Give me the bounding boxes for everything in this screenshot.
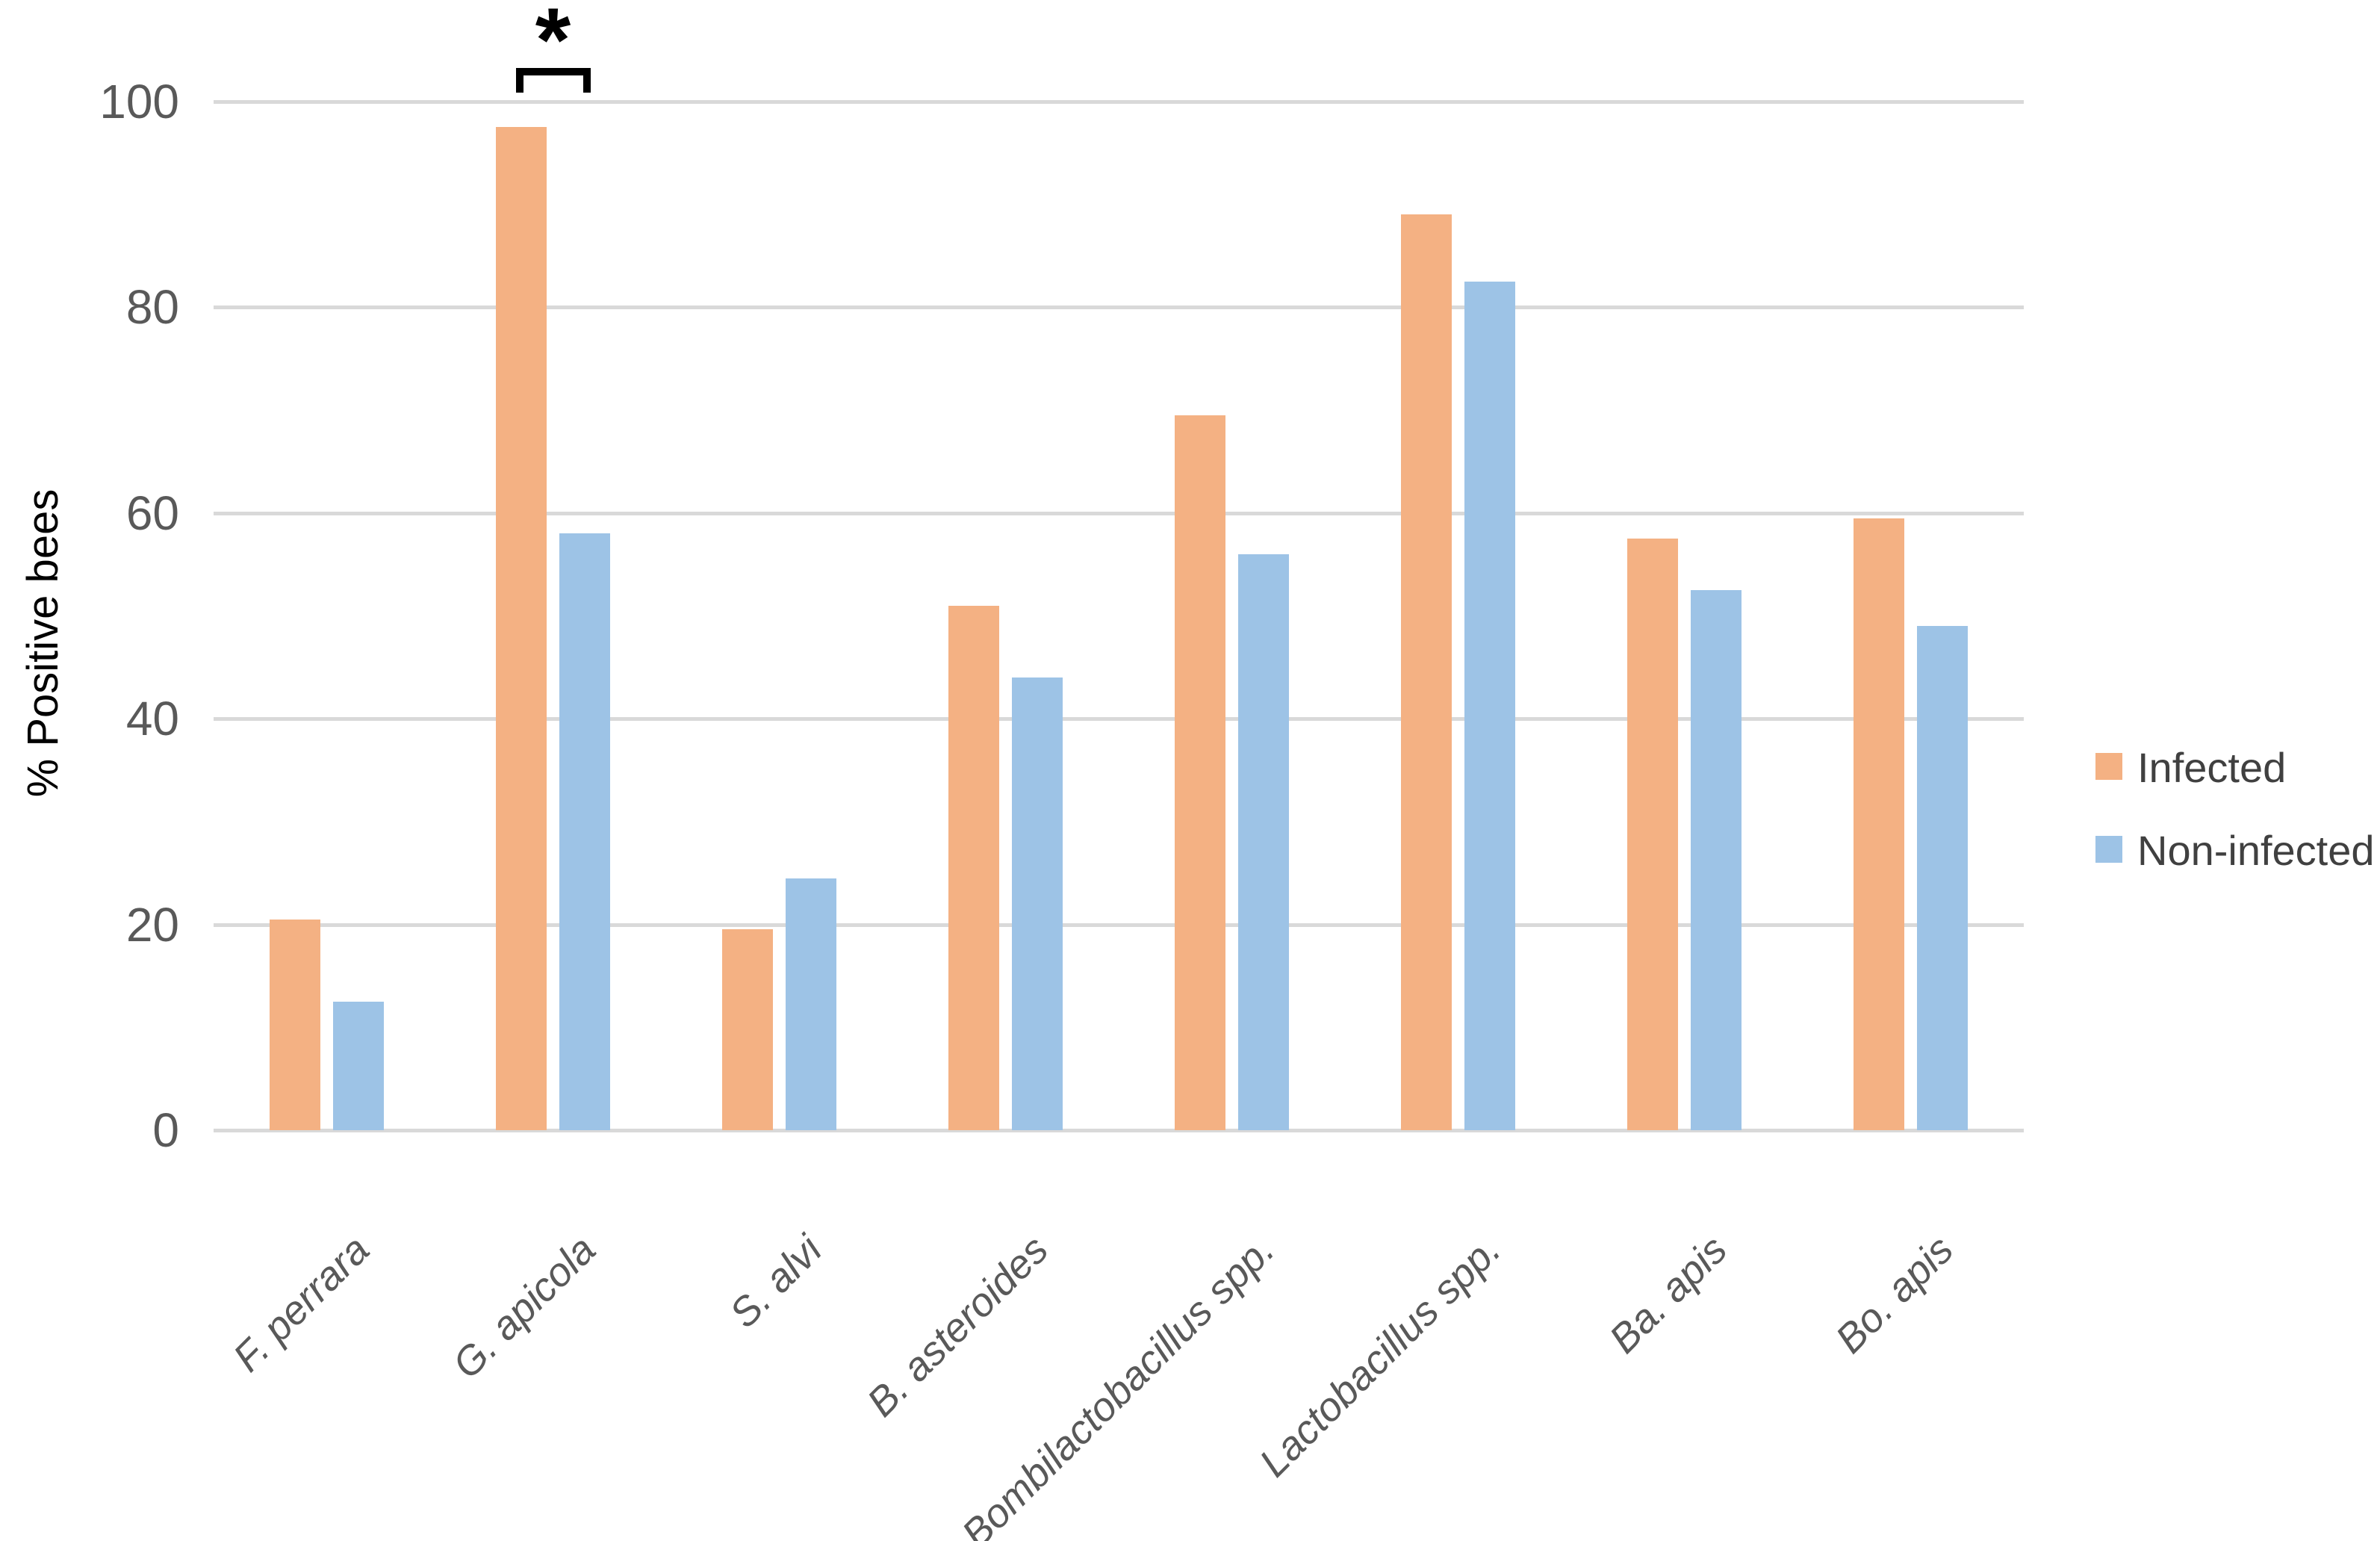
bar-infected-f-perrara [270,919,320,1130]
significance-bracket [515,68,591,93]
bar-infected-g-apicola [496,127,547,1130]
legend-label-infected: Infected [2137,744,2287,791]
y-tick-label-40: 40 [125,692,179,746]
y-axis-title: % Positive bees [19,489,67,798]
legend-swatch-infected [2095,753,2122,780]
bar-non-infected-b-asteroides [1012,678,1063,1130]
y-tick-label-80: 80 [125,280,179,335]
y-tick-label-20: 20 [125,897,179,952]
bar-non-infected-bo-apis [1917,626,1968,1130]
gridline-60 [214,511,2024,515]
bar-infected-s-alvi [722,929,773,1130]
bar-infected-bombilactobacillus-spp [1175,415,1225,1130]
gridline-100 [214,100,2024,104]
bar-infected-b-asteroides [948,605,999,1130]
legend-label-non-infected: Non-infected [2137,827,2375,874]
y-tick-label-60: 60 [125,486,179,540]
bar-non-infected-ba-apis [1691,590,1741,1130]
y-tick-label-100: 100 [99,75,179,128]
bar-infected-ba-apis [1627,539,1678,1130]
y-tick-label-0: 0 [152,1103,179,1157]
gridline-0 [214,1129,2024,1132]
bar-non-infected-s-alvi [786,878,836,1130]
gridline-40 [214,717,2024,722]
bar-non-infected-lactobacillus-spp [1464,281,1515,1130]
bar-infected-lactobacillus-spp [1401,214,1452,1130]
bar-non-infected-f-perrara [333,1001,384,1130]
bar-non-infected-bombilactobacillus-spp [1238,554,1289,1130]
gridline-80 [214,306,2024,310]
gridline-20 [214,923,2024,927]
significance-asterisk: * [535,0,571,90]
bar-infected-bo-apis [1854,518,1904,1130]
legend-swatch-non-infected [2095,836,2122,863]
bar-non-infected-g-apicola [559,533,610,1130]
